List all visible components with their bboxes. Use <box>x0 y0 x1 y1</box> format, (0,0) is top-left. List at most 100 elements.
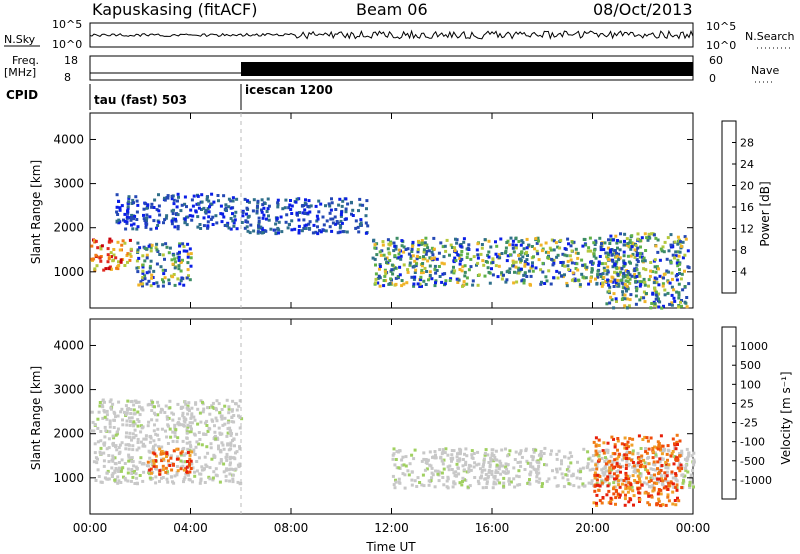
range-cell <box>449 243 453 247</box>
range-cell <box>498 459 502 463</box>
range-cell <box>589 276 593 280</box>
range-cell <box>424 236 428 240</box>
range-cell <box>654 297 658 301</box>
range-cell <box>513 485 517 489</box>
range-cell <box>642 277 646 281</box>
range-cell <box>334 208 338 211</box>
range-cell <box>336 221 340 225</box>
range-cell <box>175 471 179 474</box>
range-cell <box>591 467 595 471</box>
range-cell <box>397 248 401 252</box>
range-cell <box>624 275 628 279</box>
range-cell <box>678 268 681 272</box>
range-cell <box>176 224 180 228</box>
range-cell <box>142 207 146 211</box>
range-cell <box>330 197 333 201</box>
range-cell <box>506 470 510 474</box>
range-cell <box>653 279 657 283</box>
range-cell <box>662 250 666 254</box>
range-cell <box>189 467 193 470</box>
range-cell <box>321 215 325 219</box>
range-cell <box>613 249 617 252</box>
range-cell <box>616 284 620 288</box>
range-cell <box>657 470 661 474</box>
range-cell <box>603 269 607 272</box>
range-cell <box>141 271 145 275</box>
range-cell <box>277 220 281 224</box>
range-cell <box>633 273 637 276</box>
range-cell <box>238 447 242 451</box>
range-cell <box>638 284 642 288</box>
range-cell <box>600 242 603 246</box>
range-cell <box>206 429 210 433</box>
range-cell <box>189 252 193 256</box>
range-cell <box>329 217 333 221</box>
range-cell <box>186 425 190 429</box>
range-cell <box>633 248 637 252</box>
range-cell <box>506 463 510 467</box>
range-cell <box>126 467 130 471</box>
range-cell <box>482 457 486 461</box>
range-cell <box>442 458 446 462</box>
range-cell <box>660 249 664 253</box>
range-cell <box>637 457 641 461</box>
range-cell <box>267 214 270 218</box>
range-cell <box>117 479 121 483</box>
range-cell <box>483 451 487 455</box>
range-cell <box>544 241 548 245</box>
range-cell <box>311 231 315 235</box>
range-cell <box>645 469 649 473</box>
range-cell <box>599 275 603 278</box>
range-cell <box>168 246 172 250</box>
range-cell <box>547 477 551 481</box>
range-cell <box>685 447 689 451</box>
range-cell <box>142 217 146 221</box>
range-cell <box>249 223 253 227</box>
time-axis-label: Time UT <box>365 540 416 554</box>
range-cell <box>509 236 513 240</box>
range-cell <box>605 478 609 482</box>
range-cell <box>656 477 660 481</box>
range-cell <box>484 448 488 452</box>
range-cell <box>647 480 651 484</box>
range-cell <box>252 198 256 202</box>
range-cell <box>173 434 177 438</box>
range-cell <box>111 475 114 478</box>
y-tick-label: 1000 <box>53 265 84 279</box>
range-cell <box>594 463 598 467</box>
velocity-cbar-label: Velocity [m s⁻¹] <box>779 371 793 464</box>
range-cell <box>655 479 659 483</box>
range-cell <box>508 267 512 271</box>
range-cell <box>543 282 547 285</box>
range-cell <box>434 271 438 275</box>
range-cell <box>453 246 457 250</box>
range-cell <box>546 256 550 260</box>
range-cell <box>183 476 187 480</box>
range-cell <box>96 457 99 461</box>
range-cell <box>399 254 403 258</box>
range-cell <box>598 450 602 454</box>
range-cell <box>669 260 673 264</box>
range-cell <box>522 273 526 277</box>
range-cell <box>624 467 628 470</box>
range-cell <box>144 202 148 206</box>
range-cell <box>665 470 669 474</box>
range-cell <box>145 206 149 210</box>
range-cell <box>662 486 666 490</box>
range-cell <box>603 241 607 245</box>
range-cell <box>129 408 133 411</box>
range-cell <box>647 232 651 236</box>
range-cell <box>117 260 120 264</box>
range-cell <box>108 237 112 241</box>
range-cell <box>179 269 183 273</box>
range-cell <box>247 214 251 218</box>
range-cell <box>417 241 421 245</box>
range-cell <box>434 469 437 473</box>
range-cell <box>635 275 639 278</box>
range-cell <box>483 453 487 457</box>
range-cell <box>171 212 175 216</box>
range-cell <box>181 414 185 418</box>
range-cell <box>359 218 363 222</box>
range-cell <box>379 253 383 257</box>
range-cell <box>229 433 233 437</box>
